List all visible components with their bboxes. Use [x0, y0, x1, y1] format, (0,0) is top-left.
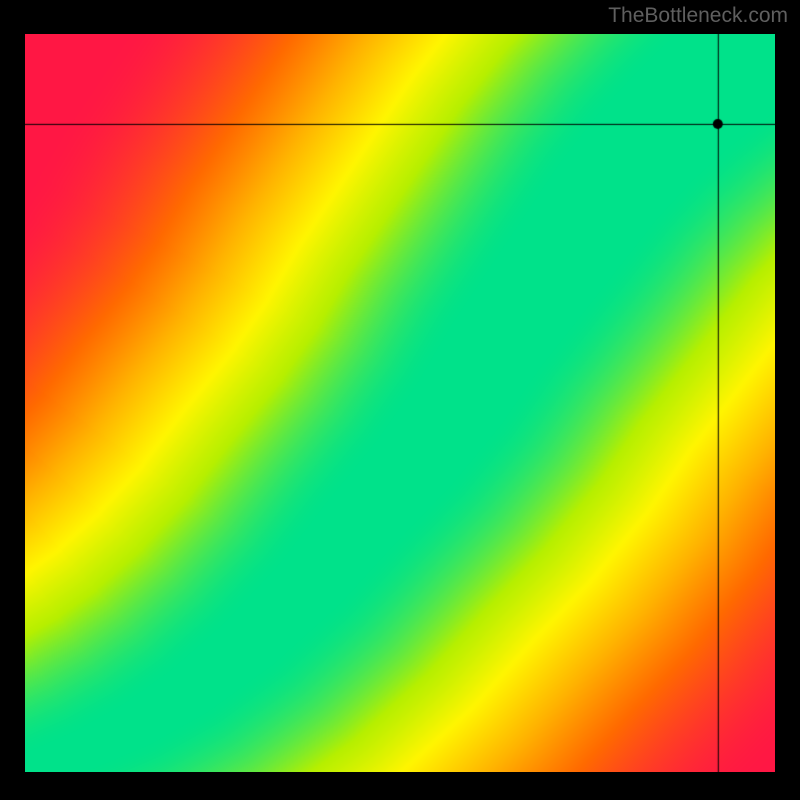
heatmap-canvas	[25, 34, 775, 772]
attribution-text: TheBottleneck.com	[608, 4, 788, 28]
heatmap-plot	[25, 34, 775, 772]
chart-frame: TheBottleneck.com	[0, 0, 800, 800]
